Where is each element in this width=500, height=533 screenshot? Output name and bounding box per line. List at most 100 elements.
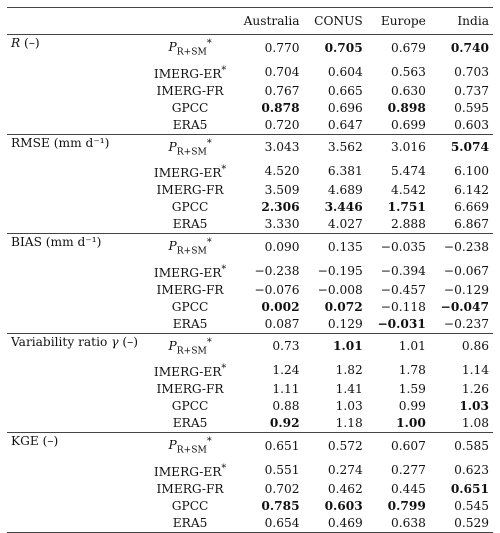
product-label: ERA5 [141, 514, 239, 533]
value-europe: 2.888 [390, 217, 426, 232]
value-conus: 0.647 [327, 117, 363, 132]
value-conus: 4.027 [327, 217, 363, 232]
table-row: GPCC 2.306 3.446 1.751 6.669 [7, 199, 493, 216]
value-europe: −0.118 [380, 299, 426, 314]
value-australia: 0.770 [238, 34, 304, 62]
product-label: IMERG-ER* [153, 64, 227, 81]
value-australia: 4.520 [264, 164, 300, 179]
value-europe: 0.638 [366, 514, 430, 533]
metric-label [7, 415, 142, 433]
value-conus: 4.689 [327, 183, 363, 198]
value-india: 0.740 [429, 34, 493, 62]
value-india: −0.067 [443, 263, 489, 278]
value-australia: 0.878 [261, 100, 300, 115]
table-row: IMERG-FR 0.767 0.665 0.630 0.737 [7, 83, 493, 100]
metric-label [7, 460, 142, 481]
product-label: ERA5 [172, 316, 208, 331]
metric-label [7, 498, 142, 515]
product-label: IMERG-FR [156, 282, 224, 297]
value-australia: 0.702 [264, 481, 300, 496]
table-row: RMSE (mm d⁻¹) PR+SM* 3.043 3.562 3.016 5.074 [7, 133, 493, 162]
value-australia: 0.73 [238, 332, 304, 361]
value-australia: 0.767 [264, 83, 300, 98]
table-row: ERA5 0.720 0.647 0.699 0.603 [7, 117, 493, 135]
metric-label [7, 83, 142, 100]
product-label: PR+SM* [141, 432, 239, 460]
value-europe: 0.607 [366, 432, 430, 460]
value-india: 1.26 [461, 382, 489, 397]
product-label: GPCC [171, 100, 209, 115]
table-row: ERA5 0.654 0.469 0.638 0.529 [7, 514, 493, 533]
value-conus: 6.381 [327, 164, 363, 179]
value-conus: 0.072 [324, 299, 363, 314]
product-label: GPCC [171, 399, 209, 414]
table-row: IMERG-ER* 1.24 1.82 1.78 1.14 [7, 360, 493, 381]
metric-label [7, 62, 142, 83]
metrics-table: Australia CONUS Europe India R (–) PR+SM*… [7, 7, 493, 533]
metric-label: RMSE (mm d⁻¹) [7, 133, 142, 162]
metric-label [7, 381, 142, 398]
product-label: IMERG-ER* [153, 164, 227, 181]
table-row: IMERG-ER* −0.238 −0.195 −0.394 −0.067 [7, 261, 493, 282]
metric-label [7, 481, 142, 498]
value-europe: 3.016 [366, 133, 430, 162]
table-row: IMERG-FR −0.076 −0.008 −0.457 −0.129 [7, 282, 493, 299]
value-europe: 0.630 [390, 83, 426, 98]
value-europe: −0.031 [377, 316, 426, 331]
value-australia: 0.92 [269, 416, 300, 431]
metric-label [7, 199, 142, 216]
value-europe: 0.699 [390, 117, 426, 132]
metric-label: BIAS (mm d⁻¹) [7, 233, 142, 261]
value-conus: 1.41 [335, 382, 363, 397]
value-australia: −0.238 [254, 263, 300, 278]
value-india: 0.595 [454, 100, 489, 115]
value-australia: 2.306 [261, 200, 300, 215]
value-australia: 0.88 [272, 399, 300, 414]
value-australia: 3.043 [238, 133, 304, 162]
product-label: IMERG-ER* [153, 363, 227, 380]
table-row: IMERG-FR 1.11 1.41 1.59 1.26 [7, 381, 493, 398]
value-india: 0.651 [450, 481, 489, 496]
value-europe: 0.445 [390, 481, 426, 496]
column-header-conus: CONUS [303, 7, 367, 35]
value-india: 0.585 [429, 432, 493, 460]
value-india: 1.08 [461, 416, 489, 431]
value-australia: 0.087 [264, 316, 300, 331]
value-conus: 1.82 [335, 363, 363, 378]
product-label: ERA5 [172, 217, 208, 232]
value-australia: 0.720 [264, 117, 300, 132]
value-india: 1.03 [459, 399, 489, 414]
value-europe: 1.01 [366, 332, 430, 361]
value-europe: 1.00 [396, 416, 426, 431]
value-australia: −0.076 [254, 282, 300, 297]
metric-label [7, 216, 142, 234]
value-conus: −0.195 [317, 263, 363, 278]
table-body: R (–) PR+SM* 0.770 0.705 0.679 0.740 IMERG-ER*… [7, 34, 493, 533]
table-row: ERA5 3.330 4.027 2.888 6.867 [7, 216, 493, 234]
metric-label [7, 514, 142, 533]
product-label: IMERG-FR [156, 83, 224, 98]
value-india: −0.238 [429, 233, 493, 261]
table-row: GPCC 0.785 0.603 0.799 0.545 [7, 498, 493, 515]
metric-label: KGE (–) [7, 432, 142, 460]
metric-label [7, 282, 142, 299]
value-india: 0.529 [429, 514, 493, 533]
value-conus: 1.03 [335, 399, 363, 414]
column-header-metric [7, 7, 142, 35]
table-row: IMERG-FR 0.702 0.462 0.445 0.651 [7, 481, 493, 498]
metric-label [7, 182, 142, 199]
value-australia: 0.785 [261, 498, 300, 513]
table-row: IMERG-FR 3.509 4.689 4.542 6.142 [7, 182, 493, 199]
product-label: ERA5 [172, 117, 208, 132]
value-india: −0.129 [443, 282, 489, 297]
metric-label [7, 117, 142, 135]
value-europe: 5.474 [390, 164, 426, 179]
product-label: ERA5 [172, 416, 208, 431]
metric-label [7, 360, 142, 381]
table-row: GPCC 0.878 0.696 0.898 0.595 [7, 100, 493, 117]
value-conus: 0.696 [327, 100, 363, 115]
table-row: IMERG-ER* 4.520 6.381 5.474 6.100 [7, 161, 493, 182]
value-europe: 1.751 [387, 200, 426, 215]
value-india: 0.737 [454, 83, 489, 98]
value-india: 6.867 [454, 217, 489, 232]
